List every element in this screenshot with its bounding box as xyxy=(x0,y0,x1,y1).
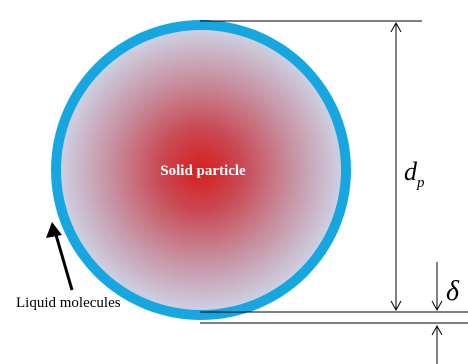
particle-label: Solid particle xyxy=(160,163,246,179)
diameter-arrow-top xyxy=(390,21,402,33)
diameter-arrow-bottom xyxy=(390,300,402,312)
thickness-label: δ xyxy=(446,276,460,307)
thickness-arrow-upper-head xyxy=(431,300,443,312)
thickness-arrow-lower-head xyxy=(431,324,443,336)
diameter-label: dp xyxy=(404,157,425,191)
liquid-pointer-arrow-head xyxy=(46,222,62,238)
liquid-label: Liquid molecules xyxy=(16,295,121,311)
solid-particle xyxy=(61,30,341,310)
liquid-pointer-arrow xyxy=(52,227,74,291)
